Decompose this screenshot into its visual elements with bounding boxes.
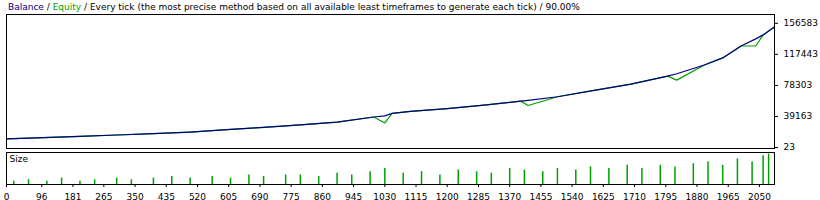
svg-text:181: 181	[64, 192, 81, 200]
svg-text:1115: 1115	[405, 192, 428, 200]
svg-text:39163: 39163	[784, 111, 813, 121]
svg-text:96: 96	[36, 192, 48, 200]
svg-text:1540: 1540	[561, 192, 584, 200]
svg-text:2050: 2050	[748, 192, 771, 200]
svg-text:117443: 117443	[784, 49, 818, 59]
svg-text:Size: Size	[10, 154, 29, 164]
svg-text:265: 265	[95, 192, 112, 200]
svg-text:1795: 1795	[654, 192, 677, 200]
svg-text:1200: 1200	[436, 192, 459, 200]
svg-text:775: 775	[283, 192, 300, 200]
svg-text:23: 23	[784, 142, 795, 150]
svg-text:0: 0	[4, 192, 10, 200]
html-text:Balance / Equity / Every tick: Balance / Equity / Every tick (the most …	[8, 2, 580, 12]
svg-text:1285: 1285	[467, 192, 490, 200]
svg-text:1965: 1965	[717, 192, 740, 200]
svg-text:690: 690	[251, 192, 268, 200]
svg-text:1030: 1030	[373, 192, 396, 200]
svg-text:350: 350	[126, 192, 143, 200]
svg-text:605: 605	[220, 192, 237, 200]
svg-text:1625: 1625	[592, 192, 615, 200]
svg-text:520: 520	[189, 192, 206, 200]
svg-text:156583: 156583	[784, 18, 818, 28]
svg-text:1370: 1370	[498, 192, 521, 200]
svg-text:1710: 1710	[623, 192, 646, 200]
svg-text:945: 945	[345, 192, 362, 200]
svg-text:435: 435	[158, 192, 175, 200]
svg-text:1455: 1455	[529, 192, 552, 200]
svg-text:860: 860	[314, 192, 331, 200]
svg-text:78303: 78303	[784, 80, 813, 90]
svg-text:1880: 1880	[686, 192, 709, 200]
